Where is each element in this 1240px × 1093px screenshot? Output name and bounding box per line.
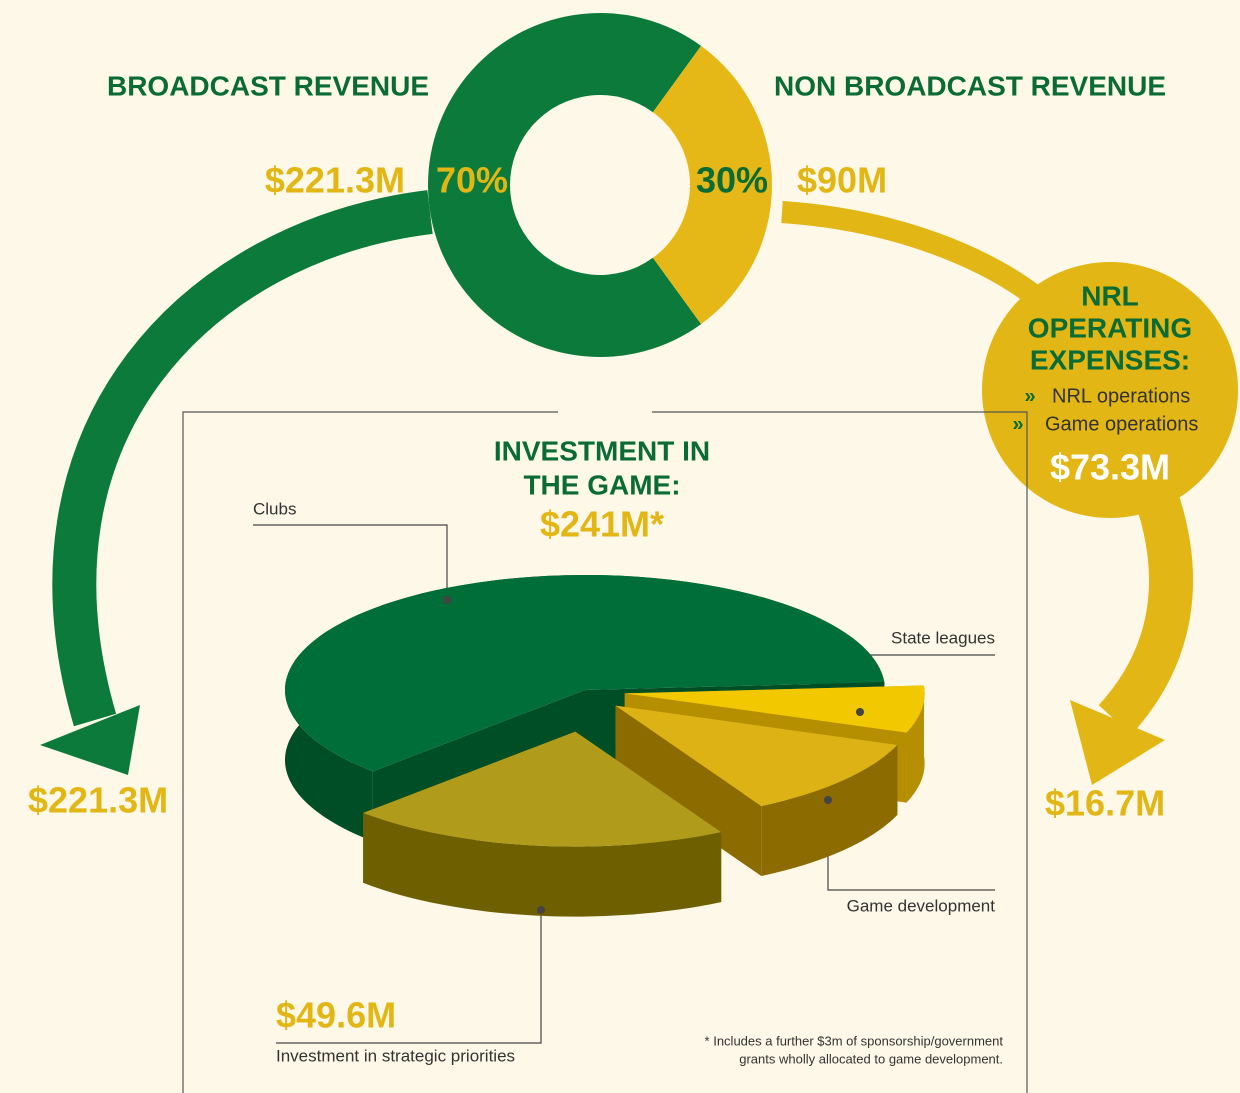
outcome-label: $221.3M — [28, 780, 168, 821]
leader-dot — [856, 708, 864, 716]
arrow-right — [781, 201, 1047, 309]
slice-band — [363, 812, 722, 917]
segment-label: 30% — [696, 160, 768, 201]
leader-dot — [537, 906, 545, 914]
expense-item: NRL operations — [1052, 385, 1190, 407]
expenses-title: EXPENSES: — [1030, 344, 1190, 375]
amount-label: $221.3M — [265, 160, 405, 201]
leader-dot — [443, 596, 451, 604]
expenses-title: NRL — [1081, 280, 1139, 311]
slice-top — [615, 705, 898, 807]
slice-band — [761, 744, 898, 877]
frame — [182, 411, 1028, 1093]
slice-top — [624, 685, 925, 733]
expenses-amount: $73.3M — [1050, 447, 1170, 488]
arrow-head-right — [1070, 700, 1165, 785]
slice-top — [285, 574, 885, 772]
category-label: State leagues — [891, 628, 995, 647]
footnote: * Includes a further $3m of sponsorship/… — [705, 1033, 1004, 1048]
footnote: grants wholly allocated to game developm… — [739, 1051, 1003, 1066]
bullet: » — [1012, 413, 1023, 435]
arrow-head-left — [40, 705, 140, 775]
donut-segment — [427, 12, 702, 357]
pie-total: $241M* — [540, 504, 664, 545]
slice-band — [906, 685, 925, 803]
amount-label: $90M — [797, 160, 887, 201]
outcome-label: $16.7M — [1045, 783, 1165, 824]
pie-title: THE GAME: — [523, 469, 680, 500]
category-label: BROADCAST REVENUE — [107, 70, 429, 101]
bullet: » — [1024, 385, 1035, 407]
pie-title: INVESTMENT IN — [494, 435, 710, 466]
segment-label: 70% — [436, 160, 508, 201]
category-label: Clubs — [253, 499, 296, 518]
category-label: Game development — [847, 896, 996, 915]
leader-dot — [824, 796, 832, 804]
category-label: Investment in strategic priorities — [276, 1046, 515, 1065]
category-label: NON BROADCAST REVENUE — [774, 70, 1166, 101]
value-label: $49.6M — [276, 995, 396, 1036]
arrow-right-lower — [1098, 471, 1194, 735]
arrow-left — [52, 190, 433, 727]
expenses-circle — [982, 262, 1238, 518]
slice-top — [363, 731, 722, 847]
expenses-title: OPERATING — [1028, 312, 1192, 343]
expense-item: Game operations — [1045, 413, 1198, 435]
donut-segment — [652, 45, 773, 325]
